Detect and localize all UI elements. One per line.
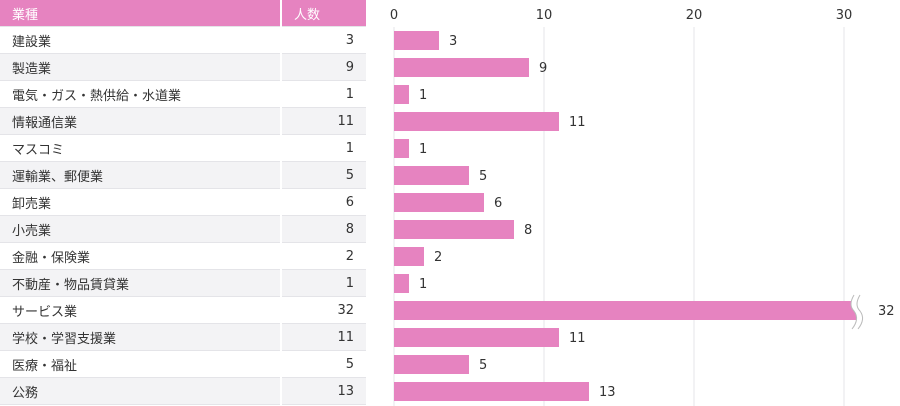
table-row: 情報通信業 11 [0, 107, 366, 135]
table-row: 公務 13 [0, 377, 366, 405]
industry-name: 情報通信業 [0, 107, 281, 135]
industry-name: 公務 [0, 377, 281, 405]
bar-value-label: 13 [599, 385, 616, 400]
bar [394, 247, 424, 266]
industry-name: 金融・保険業 [0, 242, 281, 270]
bar-value-label: 32 [878, 304, 895, 319]
table-row: 製造業 9 [0, 53, 366, 81]
count-value: 32 [280, 296, 366, 324]
axis-break-line [850, 294, 864, 330]
table-row: 学校・学習支援業 11 [0, 323, 366, 351]
table-row: 電気・ガス・熱供給・水道業 1 [0, 80, 366, 108]
industry-name: 学校・学習支援業 [0, 323, 281, 351]
count-value: 11 [280, 107, 366, 135]
bar-value-label: 9 [539, 61, 547, 76]
bar-value-label: 11 [569, 331, 586, 346]
table-row: サービス業 32 [0, 296, 366, 324]
x-tick-label: 20 [686, 8, 703, 23]
count-value: 1 [280, 269, 366, 297]
count-value: 5 [280, 350, 366, 378]
bar [394, 382, 589, 401]
x-tick-label: 10 [536, 8, 553, 23]
bar-value-label: 1 [419, 142, 427, 157]
industry-name: 医療・福祉 [0, 350, 281, 378]
bar [394, 355, 469, 374]
count-value: 6 [280, 188, 366, 216]
count-value: 1 [280, 134, 366, 162]
bar-value-label: 2 [434, 250, 442, 265]
table-row: 医療・福祉 5 [0, 350, 366, 378]
bar [394, 328, 559, 347]
count-value: 11 [280, 323, 366, 351]
bar [394, 58, 529, 77]
bar [394, 166, 469, 185]
bar-value-label: 5 [479, 358, 487, 373]
bar [394, 220, 514, 239]
bar [394, 193, 484, 212]
industry-name: 不動産・物品賃貸業 [0, 269, 281, 297]
bar [394, 274, 409, 293]
count-value: 1 [280, 80, 366, 108]
industry-name: 電気・ガス・熱供給・水道業 [0, 80, 281, 108]
count-value: 5 [280, 161, 366, 189]
header-industry: 業種 [0, 0, 282, 27]
bar-value-label: 1 [419, 88, 427, 103]
header-count: 人数 [281, 0, 366, 27]
industry-name: 建設業 [0, 26, 281, 54]
bar [394, 301, 864, 320]
bar-value-label: 5 [479, 169, 487, 184]
industry-name: 製造業 [0, 53, 281, 81]
bar [394, 31, 439, 50]
bar-value-label: 1 [419, 277, 427, 292]
table-row: マスコミ 1 [0, 134, 366, 162]
bar-value-label: 3 [449, 34, 457, 49]
industry-name: 小売業 [0, 215, 281, 243]
table-row: 小売業 8 [0, 215, 366, 243]
bar [394, 85, 409, 104]
bar [394, 112, 559, 131]
bar [394, 139, 409, 158]
bar-value-label: 8 [524, 223, 532, 238]
industry-name: サービス業 [0, 296, 281, 324]
count-value: 9 [280, 53, 366, 81]
bar-value-label: 11 [569, 115, 586, 130]
table-row: 運輸業、郵便業 5 [0, 161, 366, 189]
count-value: 13 [280, 377, 366, 405]
industry-name: 卸売業 [0, 188, 281, 216]
table-row: 建設業 3 [0, 26, 366, 54]
x-tick-label: 30 [836, 8, 853, 23]
industry-name: マスコミ [0, 134, 281, 162]
count-value: 2 [280, 242, 366, 270]
industry-table: 業種 人数 建設業 3 製造業 9 電気・ガス・熱供給・水道業 1 情報通信業 11 マスコミ 1… [0, 0, 366, 405]
table-row: 金融・保険業 2 [0, 242, 366, 270]
x-tick-label: 0 [390, 8, 398, 23]
industry-name: 運輸業、郵便業 [0, 161, 281, 189]
table-row: 不動産・物品賃貸業 1 [0, 269, 366, 297]
table-row: 卸売業 6 [0, 188, 366, 216]
count-value: 8 [280, 215, 366, 243]
bar-value-label: 6 [494, 196, 502, 211]
count-value: 3 [280, 26, 366, 54]
